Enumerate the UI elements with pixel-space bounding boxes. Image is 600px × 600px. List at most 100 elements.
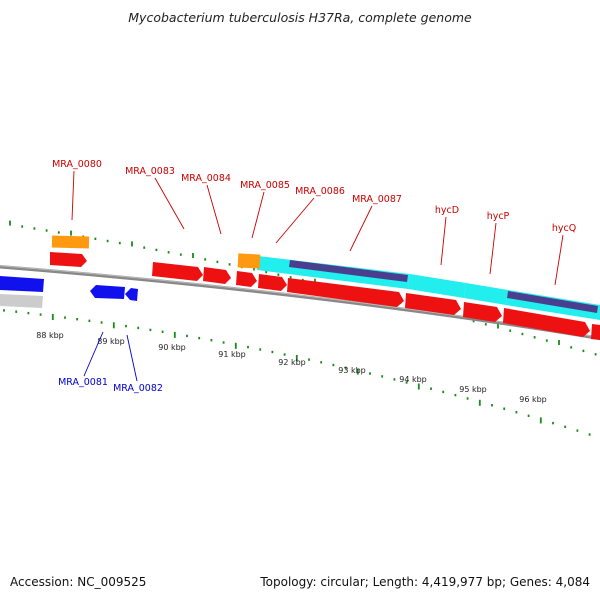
forward-gene-label[interactable]: MRA_0080: [52, 159, 102, 170]
gene-leader-line: [206, 184, 222, 235]
forward-gene-label[interactable]: MRA_0083: [125, 166, 175, 177]
inner-tick: [100, 321, 103, 324]
outer-tick: [179, 253, 182, 256]
inner-tick: [51, 314, 54, 320]
inner-tick: [27, 311, 30, 315]
inner-tick: [137, 326, 140, 330]
outer-tick: [131, 241, 133, 247]
forward-cds-track: [50, 252, 600, 340]
rna-features: [51, 235, 261, 269]
outer-tick: [143, 246, 146, 249]
outer-tick: [497, 323, 499, 329]
grey-feature: [0, 294, 43, 308]
forward-cds: [503, 308, 590, 337]
forward-gene-label[interactable]: hycQ: [552, 223, 576, 234]
forward-cds: [50, 252, 87, 267]
inner-tick: [417, 383, 420, 390]
forward-cds: [203, 267, 231, 284]
kbp-tick-label: 95 kbp: [459, 385, 487, 394]
kbp-tick-label: 94 kbp: [399, 375, 427, 384]
inner-tick: [76, 318, 79, 321]
forward-gene-label[interactable]: MRA_0084: [181, 173, 231, 184]
inner-tick: [369, 372, 371, 375]
inner-tick: [576, 429, 579, 432]
inner-tick: [149, 328, 152, 332]
outer-tick: [533, 336, 536, 339]
gene-leader-line: [126, 334, 138, 382]
inner-tick: [295, 355, 298, 361]
inner-tick: [222, 341, 225, 344]
gene-leader-line: [83, 331, 104, 377]
purple-feature: [289, 260, 408, 282]
outer-tick: [33, 227, 36, 230]
forward-cds: [258, 274, 287, 291]
outer-tick: [70, 230, 72, 236]
outer-tick: [204, 258, 207, 261]
rna-feature: [237, 253, 261, 269]
inner-tick: [3, 309, 5, 312]
inner-tick: [210, 339, 213, 342]
inner-tick: [381, 375, 384, 378]
outer-tick: [167, 251, 170, 254]
inner-tick: [503, 407, 506, 410]
kbp-tick-label: 96 kbp: [519, 395, 547, 404]
inner-tick: [515, 411, 518, 414]
inner-tick: [198, 336, 201, 340]
inner-tick: [430, 387, 432, 390]
gene-leader-line: [71, 170, 75, 221]
inner-tick: [393, 378, 396, 381]
inner-tick: [442, 390, 445, 394]
feature-track-cyan: [257, 256, 600, 320]
kbp-tick-label: 88 kbp: [36, 331, 64, 340]
outer-tick: [9, 220, 11, 226]
accession-label: Accession: NC_009525: [10, 575, 146, 589]
forward-cds: [463, 302, 502, 322]
outer-tick: [472, 319, 475, 323]
inner-tick: [320, 361, 323, 364]
inner-tick: [539, 417, 542, 424]
inner-tick: [478, 399, 481, 406]
outer-tick: [228, 263, 231, 266]
inner-tick: [564, 425, 567, 428]
gene-leader-line: [440, 216, 447, 266]
inner-tick: [39, 313, 42, 316]
kbp-tick-label: 90 kbp: [158, 343, 186, 352]
tick-labels: 88 kbp 89 kbp 90 kbp 91 kbp 92 kbp 93 kbp 94 k…: [36, 331, 547, 404]
inner-tick: [491, 404, 493, 407]
inner-tick: [527, 414, 530, 417]
outer-tick: [582, 349, 585, 353]
forward-gene-label[interactable]: MRA_0087: [352, 194, 402, 205]
reverse-gene-label[interactable]: MRA_0081: [58, 377, 108, 388]
inner-tick: [234, 342, 237, 349]
gene-leader-line: [489, 222, 497, 275]
outer-tick: [277, 273, 280, 276]
map-title: Mycobacterium tuberculosis H37Ra, comple…: [128, 10, 472, 25]
inner-tick: [125, 324, 127, 328]
purple-feature: [507, 291, 598, 313]
outer-tick: [594, 353, 597, 356]
inner-tick: [356, 368, 359, 375]
inner-tick: [15, 310, 18, 313]
gene-leader-line: [251, 191, 265, 239]
reverse-gene-label[interactable]: MRA_0082: [113, 383, 163, 394]
kbp-tick-label: 89 kbp: [97, 337, 125, 346]
inner-tick-track: [3, 309, 591, 436]
outer-tick: [21, 225, 24, 228]
reverse-cds: [125, 288, 138, 301]
outer-tick: [570, 346, 573, 349]
inner-tick: [466, 397, 469, 400]
forward-cds: [236, 271, 257, 287]
forward-gene-label[interactable]: hycP: [487, 211, 510, 222]
inner-tick: [308, 358, 310, 361]
forward-gene-label[interactable]: MRA_0086: [295, 186, 345, 197]
outer-tick: [106, 239, 109, 243]
forward-gene-label[interactable]: hycD: [435, 205, 459, 216]
outer-tick: [57, 231, 60, 234]
forward-cds: [152, 262, 203, 281]
forward-gene-label[interactable]: MRA_0085: [240, 180, 290, 191]
gene-labels: MRA_0080 MRA_0083 MRA_0084 MRA_0085 MRA_0086…: [52, 159, 576, 394]
outer-tick: [216, 260, 219, 264]
inner-tick: [454, 393, 457, 397]
genome-summary: Topology: circular; Length: 4,419,977 bp…: [259, 575, 590, 589]
inner-tick: [88, 319, 91, 322]
